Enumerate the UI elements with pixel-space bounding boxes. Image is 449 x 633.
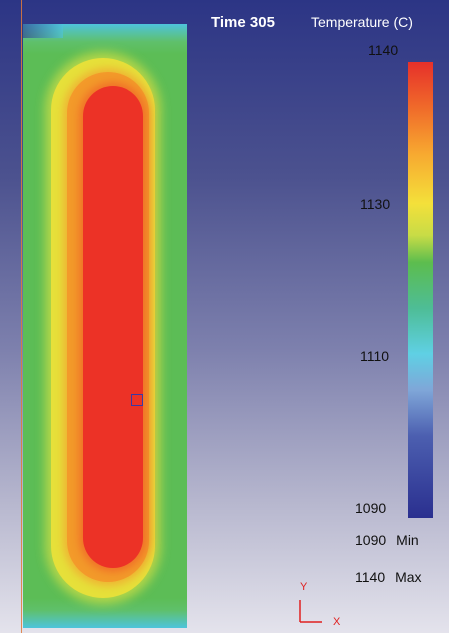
frame-edge-line xyxy=(21,0,22,633)
colorbar-tick-label: 1110 xyxy=(360,348,390,364)
colorbar-tick-label: 1140 xyxy=(368,42,399,58)
red-hot-core-band xyxy=(83,86,143,568)
probe-marker[interactable] xyxy=(131,394,143,406)
colorbar-tick-label: 1130 xyxy=(360,196,391,212)
axis-triad-icon: Y X xyxy=(299,581,341,628)
min-label: Min xyxy=(396,532,419,548)
max-readout: 1140 Max xyxy=(355,569,422,585)
colorbar-tick-label: 1090 xyxy=(355,500,387,516)
cold-corner xyxy=(23,24,63,38)
y-axis-label: Y xyxy=(300,581,308,593)
time-label: Time 305 xyxy=(211,14,275,31)
legend-title: Temperature (C) xyxy=(311,14,413,30)
temperature-field-plot xyxy=(23,24,187,628)
min-value: 1090 xyxy=(355,532,387,548)
x-axis-label: X xyxy=(333,616,341,628)
temperature-colorbar xyxy=(408,62,433,518)
max-value: 1140 xyxy=(355,569,386,585)
min-readout: 1090 Min xyxy=(355,532,419,548)
max-label: Max xyxy=(395,569,422,585)
